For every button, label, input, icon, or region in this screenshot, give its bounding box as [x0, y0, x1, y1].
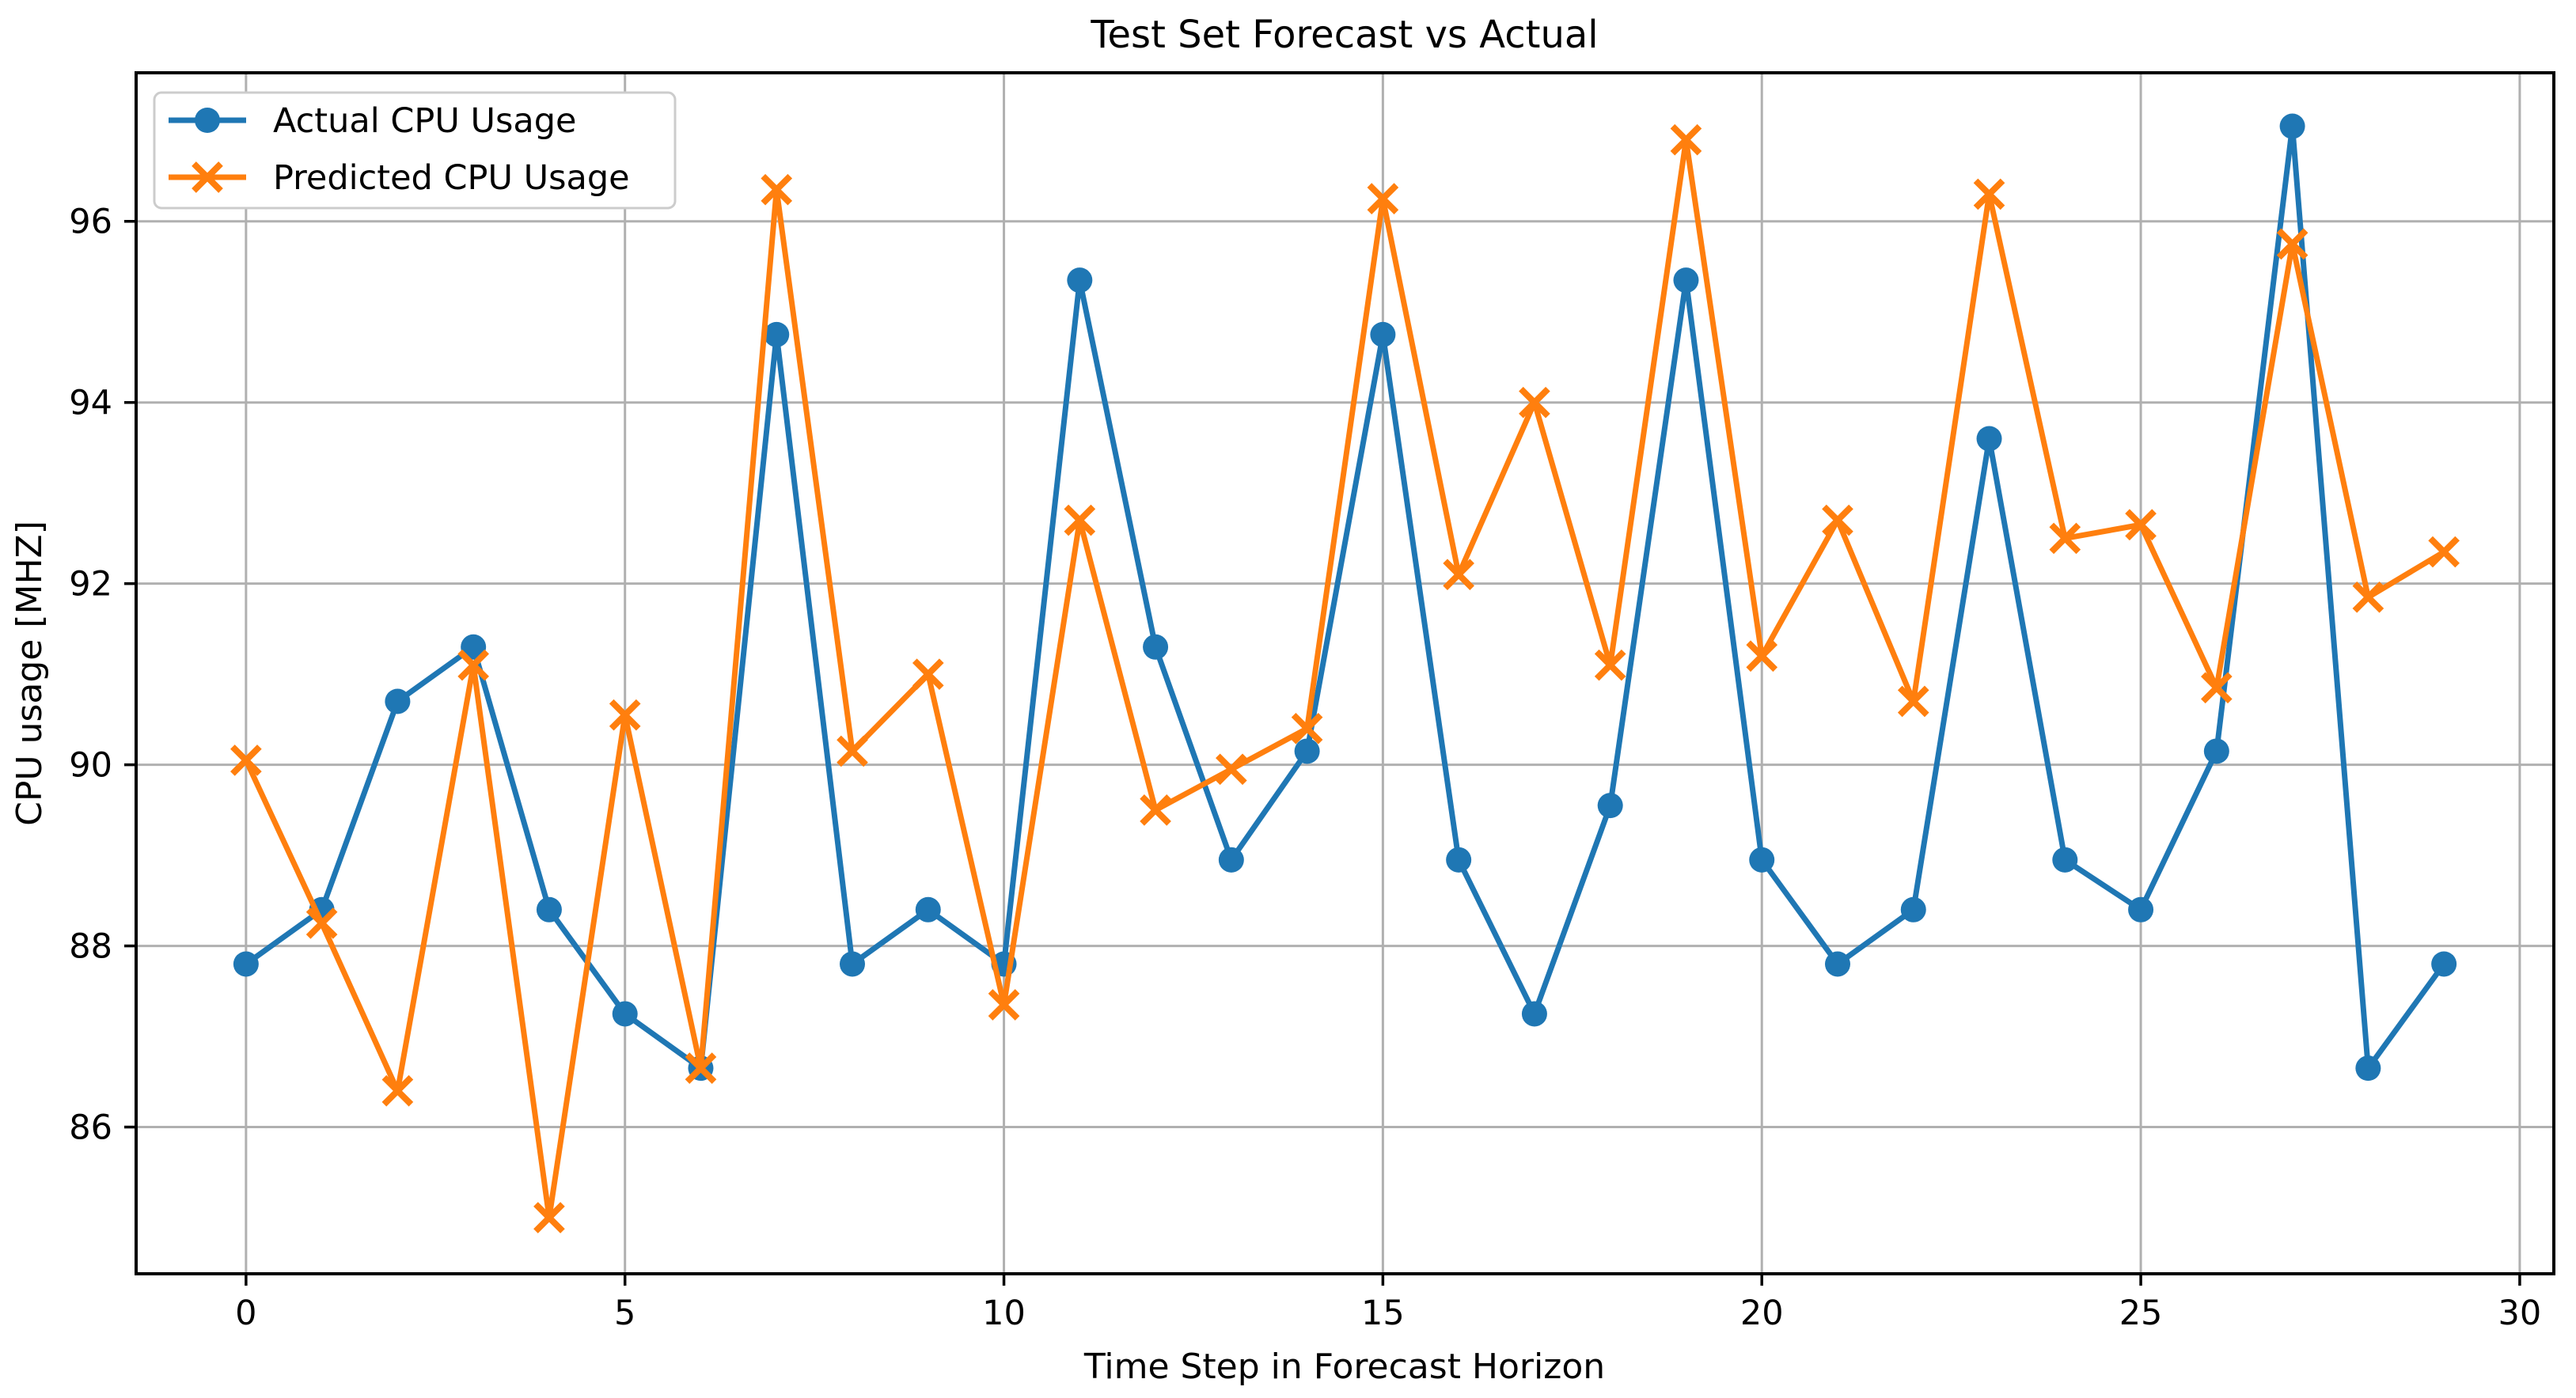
plot-border: [135, 71, 2555, 1275]
series-layer: [230, 113, 2460, 1233]
x-tick-label: 30: [2498, 1294, 2542, 1333]
predicted-point-marker: [457, 649, 489, 681]
predicted-point-marker: [1367, 183, 1399, 214]
legend-x-marker-icon: [192, 161, 223, 193]
predicted-point-marker: [685, 1052, 717, 1084]
actual-point-marker: [2052, 847, 2078, 873]
actual-point-marker: [1370, 321, 1396, 347]
predicted-point-marker: [609, 699, 641, 731]
predicted-point-marker: [1291, 713, 1323, 744]
chart-title: Test Set Forecast vs Actual: [1090, 13, 1598, 57]
actual-point-marker: [915, 896, 941, 923]
y-tick-label: 88: [69, 927, 112, 967]
actual-point-marker: [1218, 847, 1244, 873]
actual-point-marker: [1521, 1001, 1547, 1027]
predicted-point-marker: [381, 1074, 414, 1107]
predicted-point-marker: [533, 1202, 565, 1233]
x-tick-label: 20: [1740, 1294, 1784, 1333]
actual-point-marker: [461, 634, 487, 660]
actual-point-marker: [612, 1001, 638, 1027]
actual-point-marker: [1067, 267, 1093, 294]
x-tick-label: 15: [1361, 1294, 1405, 1333]
actual-point-marker: [2431, 951, 2457, 977]
x-tick-label: 0: [235, 1294, 256, 1333]
actual-point-marker: [840, 951, 866, 977]
predicted-point-marker: [1216, 753, 1247, 786]
x-axis-label: Time Step in Forecast Horizon: [1083, 1347, 1605, 1387]
axes-layer: 0 5 10 15 20 25 30 86 88 90 92 94 96: [69, 71, 2555, 1333]
actual-point-marker: [1143, 634, 1169, 660]
x-tick-label: 5: [614, 1294, 635, 1333]
predicted-point-marker: [761, 173, 793, 206]
actual-point-marker: [1976, 426, 2002, 452]
predicted-point-marker: [1822, 504, 1853, 536]
predicted-point-marker: [2201, 672, 2233, 704]
actual-point-marker: [764, 321, 790, 347]
predicted-point-marker: [1594, 649, 1626, 681]
predicted-point-marker: [1973, 178, 2005, 210]
series-line-actual: [244, 123, 2446, 1071]
predicted-point-marker: [2125, 509, 2157, 541]
actual-point-marker: [1294, 738, 1320, 764]
predicted-point-marker: [2049, 522, 2081, 555]
predicted-point-marker: [912, 658, 944, 690]
x-tick-label: 25: [2119, 1294, 2163, 1333]
actual-point-marker: [233, 951, 259, 977]
actual-point-marker: [385, 688, 411, 714]
legend-box: [153, 91, 677, 210]
y-tick-label: 92: [69, 565, 112, 604]
predicted-point-marker: [1140, 794, 1171, 826]
actual-point-marker: [2128, 896, 2154, 923]
predicted-point-marker: [1519, 386, 1550, 419]
legend: Actual CPU Usage Predicted CPU Usage: [153, 91, 677, 210]
actual-point-marker: [536, 896, 562, 923]
predicted-point-marker: [2428, 536, 2460, 568]
y-tick-label: 90: [69, 746, 112, 786]
predicted-point-marker: [1064, 504, 1096, 536]
actual-point-marker: [1597, 793, 1623, 819]
actual-point-marker: [1673, 267, 1699, 294]
legend-label-actual: Actual CPU Usage: [273, 101, 576, 141]
legend-entry-actual: Actual CPU Usage: [169, 101, 576, 141]
y-axis-label: CPU usage [MHZ]: [9, 521, 50, 826]
predicted-point-marker: [988, 989, 1020, 1021]
x-tick-label: 10: [982, 1294, 1026, 1333]
legend-label-predicted: Predicted CPU Usage: [273, 158, 630, 198]
actual-point-marker: [2355, 1055, 2381, 1082]
predicted-point-marker: [1670, 123, 1702, 156]
predicted-point-marker: [2352, 582, 2384, 613]
legend-entry-predicted: Predicted CPU Usage: [169, 158, 630, 198]
actual-point-marker: [1824, 951, 1850, 977]
grid-layer: [136, 73, 2554, 1274]
predicted-point-marker: [837, 735, 868, 767]
predicted-point-marker: [1897, 685, 1929, 718]
legend-circle-marker-icon: [195, 108, 220, 133]
predicted-point-marker: [305, 907, 338, 939]
actual-point-marker: [1900, 896, 1926, 923]
series-line-predicted: [243, 137, 2445, 1221]
y-tick-label: 96: [69, 203, 112, 242]
actual-point-marker: [1749, 847, 1775, 873]
predicted-point-marker: [230, 744, 262, 776]
predicted-point-marker: [1746, 640, 1778, 672]
y-tick-label: 94: [69, 384, 112, 423]
actual-point-marker: [2203, 738, 2229, 764]
actual-point-marker: [1446, 847, 1472, 873]
predicted-point-marker: [2276, 228, 2309, 260]
y-tick-label: 86: [69, 1108, 112, 1148]
predicted-point-marker: [1443, 559, 1474, 591]
actual-point-marker: [2279, 113, 2305, 139]
